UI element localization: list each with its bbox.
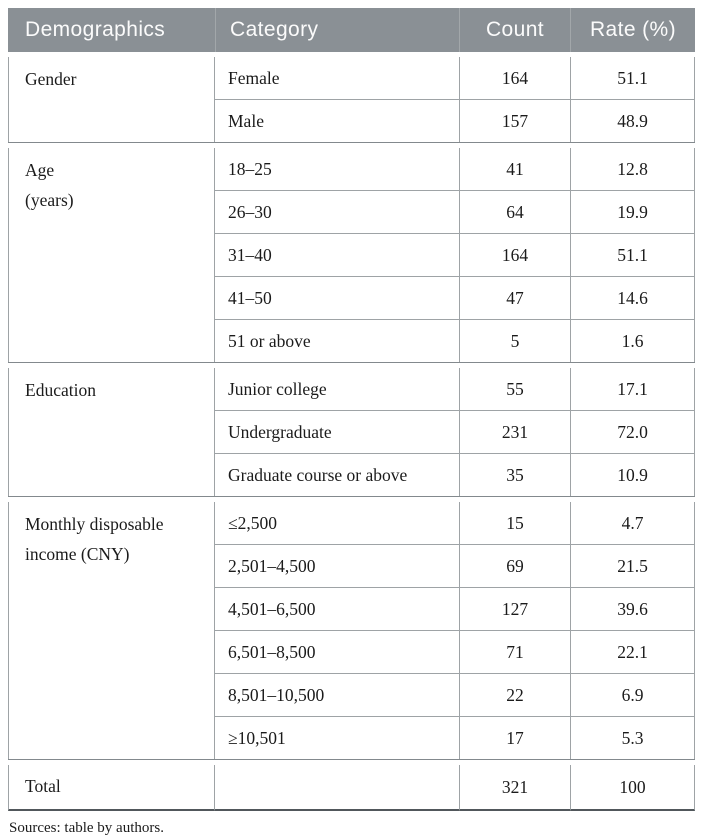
table-row: Education Junior college 55 17.1	[8, 368, 695, 496]
table-row: 31–40 164 51.1	[8, 233, 695, 276]
table-row: Graduate course or above 35 10.9	[8, 453, 695, 496]
count-cell: 164	[459, 57, 570, 99]
total-row: Total 321 100	[8, 765, 695, 811]
rate-cell: 5.3	[570, 716, 695, 759]
category-cell: 51 or above	[215, 319, 459, 362]
category-cell: Female	[228, 67, 280, 88]
count-cell: 64	[459, 190, 570, 233]
section-separator	[8, 142, 695, 148]
table-row: Age (years) 18–25 41 12.8	[8, 148, 695, 362]
rate-cell: 6.9	[570, 673, 695, 716]
category-cell: Male	[215, 99, 459, 142]
table-row: Gender Female 164 51.1	[8, 57, 695, 142]
category-cell: 18–25	[228, 158, 272, 179]
table-row: 6,501–8,500 71 22.1	[8, 630, 695, 673]
section-income: Monthly disposable income (CNY) ≤2,500 1…	[8, 502, 695, 759]
count-cell: 69	[459, 544, 570, 587]
count-cell: 71	[459, 630, 570, 673]
header-cell-count: Count	[459, 8, 570, 52]
count-cell: 164	[459, 233, 570, 276]
sources-note: Sources: table by authors.	[9, 820, 164, 836]
count-cell: 15	[459, 502, 570, 544]
rate-cell: 39.6	[570, 587, 695, 630]
section-separator	[8, 496, 695, 502]
category-cell: 26–30	[215, 190, 459, 233]
rate-cell: 10.9	[570, 453, 695, 496]
table-row: ≥10,501 17 5.3	[8, 716, 695, 759]
rate-cell: 17.1	[570, 368, 695, 410]
section-gender: Gender Female 164 51.1 Male 157 48.9	[8, 57, 695, 142]
count-cell: 17	[459, 716, 570, 759]
category-cell: 31–40	[215, 233, 459, 276]
rate-cell: 12.8	[570, 148, 695, 190]
category-cell: Undergraduate	[215, 410, 459, 453]
table-row: Undergraduate 231 72.0	[8, 410, 695, 453]
count-cell: 35	[459, 453, 570, 496]
header-row: Demographics Category Count Rate (%)	[8, 8, 695, 52]
total-label-cell: Total	[8, 765, 215, 811]
section-label-cell: Age (years)	[8, 148, 215, 362]
table-row: Total 321 100	[8, 765, 695, 811]
table-row: 2,501–4,500 69 21.5	[8, 544, 695, 587]
count-cell: 157	[459, 99, 570, 142]
table-row: 4,501–6,500 127 39.6	[8, 587, 695, 630]
rate-cell: 19.9	[570, 190, 695, 233]
section-separator	[8, 759, 695, 765]
rate-cell: 4.7	[570, 502, 695, 544]
category-cell: Junior college	[228, 378, 327, 399]
rate-cell: 100	[570, 765, 695, 811]
category-cell: Graduate course or above	[215, 453, 459, 496]
section-label-cell: Education	[8, 368, 215, 496]
table-row: Monthly disposable income (CNY) ≤2,500 1…	[8, 502, 695, 759]
category-cell: 2,501–4,500	[215, 544, 459, 587]
table-header: Demographics Category Count Rate (%)	[8, 8, 695, 52]
count-cell: 41	[459, 148, 570, 190]
category-cell: ≥10,501	[215, 716, 459, 759]
category-cell: ≤2,500	[228, 512, 277, 533]
rate-cell: 1.6	[570, 319, 695, 362]
category-cell: 4,501–6,500	[215, 587, 459, 630]
rate-cell: 21.5	[570, 544, 695, 587]
section-age: Age (years) 18–25 41 12.8 26–30 64 19.9 …	[8, 148, 695, 362]
count-cell: 127	[459, 587, 570, 630]
rate-cell: 72.0	[570, 410, 695, 453]
section-education: Education Junior college 55 17.1 Undergr…	[8, 368, 695, 496]
rate-cell: 48.9	[570, 99, 695, 142]
rate-cell: 22.1	[570, 630, 695, 673]
demographics-table: Demographics Category Count Rate (%) Gen…	[8, 8, 695, 811]
count-cell: 22	[459, 673, 570, 716]
header-cell-category: Category	[215, 8, 459, 52]
section-label-cell: Gender	[8, 57, 215, 142]
table-row: 8,501–10,500 22 6.9	[8, 673, 695, 716]
section-separator	[8, 362, 695, 368]
table-row: 26–30 64 19.9	[8, 190, 695, 233]
header-cell-rate: Rate (%)	[570, 8, 695, 52]
table-row: 41–50 47 14.6	[8, 276, 695, 319]
table-row: 51 or above 5 1.6	[8, 319, 695, 362]
section-label-cell: Monthly disposable income (CNY)	[8, 502, 215, 759]
rate-cell: 14.6	[570, 276, 695, 319]
rate-cell: 51.1	[570, 57, 695, 99]
count-cell: 231	[459, 410, 570, 453]
header-cell-demographics: Demographics	[8, 8, 215, 52]
category-cell: 8,501–10,500	[215, 673, 459, 716]
count-cell: 5	[459, 319, 570, 362]
category-cell	[215, 765, 459, 811]
table-row: Male 157 48.9	[8, 99, 695, 142]
rate-cell: 51.1	[570, 233, 695, 276]
category-cell: 41–50	[215, 276, 459, 319]
category-cell: 6,501–8,500	[215, 630, 459, 673]
count-cell: 47	[459, 276, 570, 319]
count-cell: 321	[459, 765, 570, 811]
count-cell: 55	[459, 368, 570, 410]
